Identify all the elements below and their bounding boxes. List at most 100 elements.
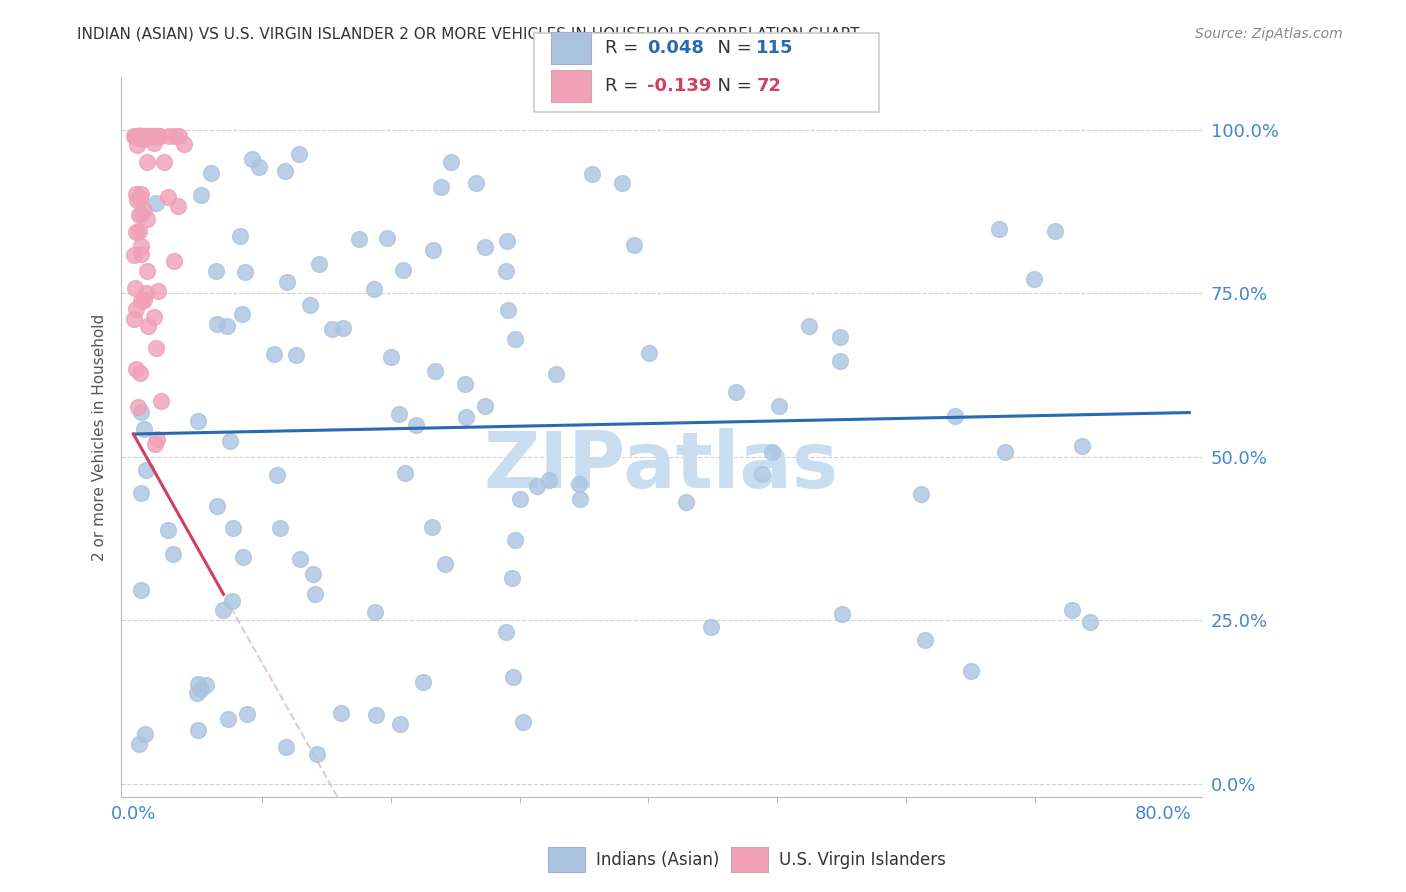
Point: [1078, 615, 1101, 629]
Point: [420, 520, 443, 534]
Point: [568, 492, 591, 507]
Point: [828, 354, 851, 368]
Point: [187, 677, 209, 691]
Point: [526, 479, 548, 493]
Point: [217, 712, 239, 726]
Point: [194, 678, 217, 692]
Point: [347, 232, 370, 246]
Point: [329, 706, 352, 720]
Point: [440, 155, 463, 169]
Point: [128, 129, 150, 144]
Point: [425, 364, 447, 378]
Point: [332, 321, 354, 335]
Point: [1043, 224, 1066, 238]
Point: [145, 129, 167, 144]
Point: [797, 319, 820, 334]
Point: [135, 263, 157, 277]
Point: [434, 558, 457, 572]
Point: [236, 706, 259, 721]
Point: [537, 473, 560, 487]
Point: [831, 607, 853, 622]
Point: [135, 129, 157, 144]
Point: [131, 294, 153, 309]
Point: [231, 307, 253, 321]
Point: [156, 523, 179, 537]
Point: [122, 312, 145, 326]
Point: [129, 129, 152, 144]
Point: [127, 129, 149, 144]
Point: [503, 533, 526, 547]
Point: [153, 155, 176, 169]
Point: [212, 603, 235, 617]
Point: [132, 203, 155, 218]
Point: [943, 409, 966, 423]
Point: [364, 605, 387, 619]
Point: [134, 293, 156, 307]
Text: ZIPatlas: ZIPatlas: [484, 428, 839, 504]
Point: [910, 487, 932, 501]
Point: [187, 414, 209, 428]
Point: [959, 664, 981, 678]
Point: [136, 129, 159, 144]
Point: [145, 129, 167, 144]
Point: [125, 226, 148, 240]
Text: R =: R =: [605, 39, 644, 57]
Point: [145, 341, 167, 355]
Point: [127, 129, 149, 144]
Point: [612, 176, 634, 190]
Text: -0.139: -0.139: [647, 77, 711, 95]
Point: [127, 193, 149, 207]
Point: [474, 240, 496, 254]
Point: [149, 394, 172, 409]
Point: [474, 399, 496, 413]
Point: [132, 132, 155, 146]
Point: [129, 582, 152, 597]
Point: [304, 587, 326, 601]
Point: [125, 302, 148, 317]
Point: [163, 253, 186, 268]
Point: [217, 319, 239, 334]
Point: [308, 257, 330, 271]
Point: [200, 166, 222, 180]
Point: [135, 285, 157, 300]
Point: [138, 129, 160, 144]
Point: [128, 223, 150, 237]
Text: R =: R =: [605, 77, 644, 95]
Point: [125, 187, 148, 202]
Point: [129, 247, 152, 261]
Point: [623, 237, 645, 252]
Text: Indians (Asian): Indians (Asian): [596, 851, 720, 869]
Point: [142, 136, 165, 151]
Point: [364, 707, 387, 722]
Point: [288, 146, 311, 161]
Point: [165, 129, 187, 144]
Point: [124, 281, 146, 295]
Text: N =: N =: [706, 39, 758, 57]
Point: [1071, 439, 1094, 453]
Point: [128, 129, 150, 144]
Point: [638, 345, 661, 359]
Point: [994, 445, 1017, 459]
Point: [205, 318, 228, 332]
Point: [544, 368, 567, 382]
Text: INDIAN (ASIAN) VS U.S. VIRGIN ISLANDER 2 OR MORE VEHICLES IN HOUSEHOLD CORRELATI: INDIAN (ASIAN) VS U.S. VIRGIN ISLANDER 2…: [77, 27, 860, 42]
Text: N =: N =: [706, 77, 758, 95]
Point: [143, 437, 166, 451]
Point: [266, 468, 288, 483]
Point: [495, 264, 517, 278]
Point: [190, 681, 212, 696]
Point: [454, 409, 477, 424]
Point: [146, 284, 169, 298]
Point: [131, 129, 153, 144]
Point: [828, 330, 851, 344]
Point: [751, 467, 773, 482]
Point: [567, 476, 589, 491]
Point: [465, 177, 488, 191]
Text: Source: ZipAtlas.com: Source: ZipAtlas.com: [1195, 27, 1343, 41]
Point: [233, 265, 256, 279]
Point: [128, 129, 150, 144]
Point: [135, 211, 157, 226]
Point: [321, 322, 343, 336]
Point: [1022, 272, 1045, 286]
Point: [412, 674, 434, 689]
